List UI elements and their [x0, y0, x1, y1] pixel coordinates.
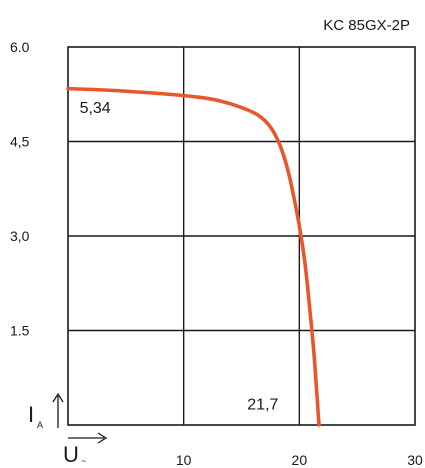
y-axis-arrow — [52, 392, 64, 428]
x-axis-arrow — [68, 432, 108, 444]
plot-border — [67, 46, 416, 426]
x-axis-label-subscript: ~ — [81, 456, 86, 466]
y-axis-label-subscript: A — [37, 420, 43, 430]
y-tick-label: 4,5 — [10, 134, 30, 150]
plot-frame — [67, 46, 416, 426]
x-tick-label: 20 — [292, 452, 308, 468]
grid — [68, 47, 415, 425]
annotations: 5,34 21,7 — [80, 100, 279, 413]
y-tick-label: 3,0 — [10, 228, 30, 244]
y-tick-label: 1.5 — [10, 323, 30, 339]
value-annotation: 21,7 — [247, 396, 278, 413]
iv-curve-line — [66, 86, 321, 427]
y-tick-label: 6.0 — [10, 39, 30, 55]
y-axis-label: I — [28, 402, 34, 427]
value-annotation: 5,34 — [80, 100, 111, 117]
chart-title: KC 85GX-2P — [323, 17, 410, 34]
series-layer — [66, 86, 321, 427]
y-tick-labels: 1.5 3,0 4,5 6.0 — [10, 39, 30, 339]
x-tick-label: 10 — [176, 452, 192, 468]
x-tick-label: 30 — [407, 452, 423, 468]
x-axis-label: U — [63, 442, 79, 467]
x-tick-labels: 10 20 30 — [176, 452, 423, 468]
